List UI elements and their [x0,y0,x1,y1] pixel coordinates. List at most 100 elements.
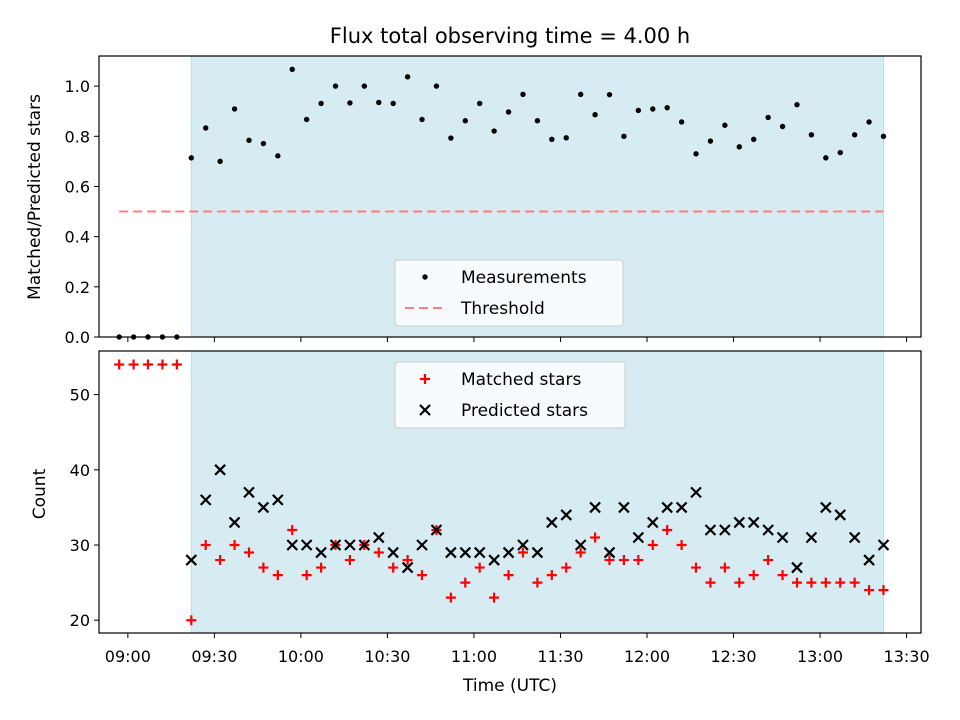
measurement-point [477,100,483,107]
predicted-star-point [199,494,212,506]
matched-star-point [590,532,601,543]
legend-label: Predicted stars [461,401,588,421]
measurement-point [419,116,425,123]
measurement-point [491,128,497,134]
measurement-point [621,133,627,139]
matched-star-point [676,540,687,551]
predicted-star-point [272,494,284,506]
matched-star-point [734,577,745,588]
matched-star-point [561,562,572,573]
predicted-star-point [574,539,587,551]
measurement-point [534,118,541,124]
predicted-star-point [473,546,486,559]
measurement-point [275,153,281,159]
predicted-star-point [445,546,457,559]
measurement-point [549,136,555,142]
predicted-star-point [344,539,356,551]
predicted-star-point [488,554,500,566]
predicted-star-point [646,516,659,529]
predicted-star-point [820,501,832,514]
x-tick-label: 10:00 [278,647,324,666]
measurement-point [880,133,887,139]
measurement-point [203,125,209,131]
matched-star-point [719,562,730,573]
predicted-star-point [257,501,270,514]
matched-star-point [243,547,254,558]
measurement-point [462,118,468,124]
y-tick-label: 50 [70,386,90,405]
measurement-point [404,74,411,80]
predicted-star-point [430,524,443,536]
predicted-star-point [502,546,515,559]
predicted-star-point [387,546,399,559]
predicted-star-point [459,546,472,559]
measurement-point [837,149,843,156]
bottom-y-axis-label: Count [30,468,50,519]
matched-star-point [777,570,788,581]
matched-star-point [402,555,413,566]
predicted-star-point [286,539,299,551]
legend-label: Threshold [460,299,545,319]
matched-star-point [705,577,716,588]
legend-matched-swatch [420,374,430,384]
legend-box [394,259,624,327]
measurement-point [361,83,368,89]
predicted-star-point [401,561,414,574]
matched-star-point [546,570,557,581]
matched-star-point [301,570,312,581]
measurement-point [332,83,339,89]
matched-star-point [344,555,355,566]
x-axis-label: Time (UTC) [462,676,557,696]
x-tick-label: 13:00 [797,647,843,666]
x-tick-label: 11:00 [451,647,497,666]
matched-star-point [618,555,629,566]
matched-star-point [287,524,298,535]
predicted-star-point [661,501,673,514]
matched-star-point [186,615,197,626]
measurement-point [433,83,440,89]
measurement-point [289,66,295,72]
measurement-point [693,151,699,157]
x-tick-label: 09:30 [191,647,237,666]
measurement-point [188,155,194,161]
matched-star-point [316,562,327,573]
predicted-star-point [719,524,731,536]
measurement-point [592,112,598,118]
measurement-point [577,91,584,98]
measurement-point [606,91,613,98]
ratio-panel: 0.0 0.2 0.4 0.6 0.8 1.0 Measurements Threshold [65,55,922,347]
measurement-point [246,137,252,143]
x-tick-label: 13:30 [884,647,930,666]
predicted-star-point [603,546,616,559]
measurement-point [722,122,728,128]
predicted-star-point [416,539,428,551]
counts-panel: 20 30 40 50 09:00 09:30 10:00 10:30 11:00 11:30 12… [70,350,930,666]
matched-star-point [820,577,831,588]
measurement-point [217,158,223,165]
legend-label: Matched stars [461,370,581,390]
predicted-star-point [300,539,313,551]
measurement-point [635,107,642,114]
x-tick-label: 12:30 [710,647,756,666]
measurement-point [664,104,670,111]
measurement-point [808,132,815,138]
y-tick-label: 1.0 [65,77,90,96]
y-tick-label: 0.6 [65,177,90,196]
measurement-point [851,132,858,138]
matched-star-point [171,359,182,370]
legend: Matched stars Predicted stars [394,361,626,429]
measurement-point [390,100,396,107]
matched-star-point [517,547,528,558]
x-tick-label: 12:00 [624,647,670,666]
matched-star-point [864,585,875,596]
matched-star-point [532,577,543,588]
predicted-star-point [372,531,385,544]
matched-star-point [445,592,456,603]
predicted-star-point [675,501,688,514]
measurement-point [823,155,829,161]
matched-star-point [763,555,774,566]
predicted-star-point [747,516,760,529]
predicted-star-point [834,509,847,521]
predicted-star-point [877,539,890,551]
